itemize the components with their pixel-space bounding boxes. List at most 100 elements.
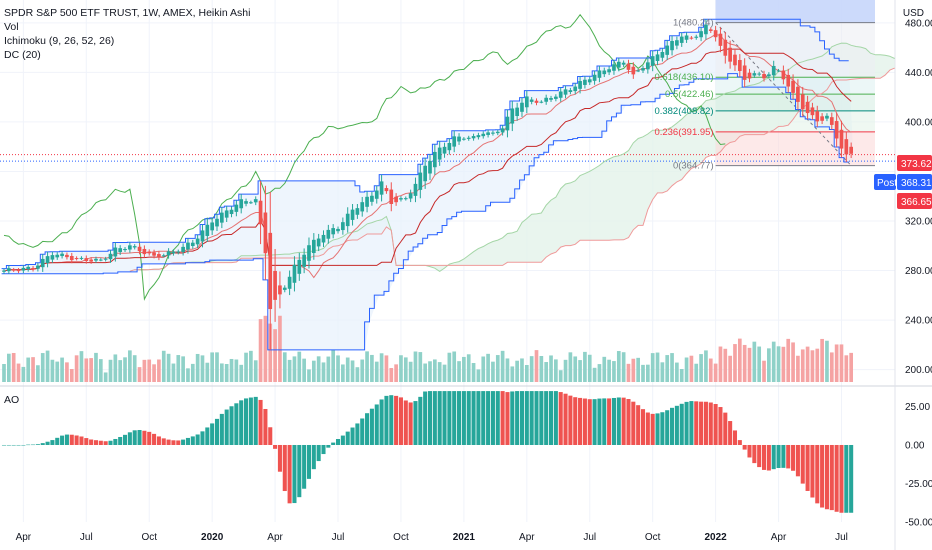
volume-bar bbox=[486, 353, 490, 382]
ao-bar bbox=[311, 444, 316, 470]
ao-bar bbox=[40, 443, 45, 445]
candle-body bbox=[713, 30, 718, 38]
candle-body bbox=[176, 251, 181, 253]
volume-bar bbox=[36, 365, 40, 382]
ao-bar bbox=[239, 400, 244, 445]
candle-body bbox=[74, 258, 79, 260]
low-price-badge: 366.65 bbox=[901, 197, 932, 208]
candle-body bbox=[607, 69, 611, 73]
volume-bar bbox=[50, 359, 55, 382]
currency-label: USD bbox=[902, 8, 924, 19]
volume-bar bbox=[423, 363, 427, 382]
ao-bar bbox=[268, 427, 273, 445]
candle-body bbox=[800, 94, 805, 110]
volume-bar bbox=[7, 353, 11, 382]
volume-bar bbox=[389, 368, 394, 382]
volume-bar bbox=[689, 355, 694, 382]
time-tick-label: 2022 bbox=[704, 532, 727, 543]
volume-bar bbox=[118, 360, 123, 382]
ao-bar bbox=[103, 441, 108, 445]
volume-bar bbox=[573, 356, 578, 382]
volume-bar bbox=[587, 354, 592, 382]
candle-body bbox=[316, 238, 321, 247]
ao-bar bbox=[684, 401, 689, 445]
candle-body bbox=[679, 36, 684, 43]
indicator-legend: SPDR S&P 500 ETF TRUST, 1W, AMEX, Heikin… bbox=[4, 6, 250, 62]
candle-body bbox=[825, 115, 829, 119]
candle-body bbox=[220, 212, 224, 223]
volume-bar bbox=[98, 359, 103, 382]
volume-bar bbox=[74, 355, 79, 382]
volume-bar bbox=[229, 358, 234, 382]
candle-body bbox=[350, 209, 355, 220]
candle-body bbox=[573, 86, 578, 92]
ao-bar bbox=[384, 395, 389, 445]
ao-bar bbox=[602, 398, 607, 445]
ao-bar bbox=[766, 444, 771, 471]
volume-bar bbox=[244, 352, 248, 382]
ao-bar bbox=[118, 436, 123, 445]
volume-bar bbox=[220, 363, 224, 382]
candle-body bbox=[365, 196, 369, 207]
ao-bar bbox=[137, 430, 142, 445]
volume-bar bbox=[568, 352, 573, 382]
axes: 200.00 240.00 280.00 320.00 400.00 440.00 480.… bbox=[16, 18, 932, 543]
volume-bar bbox=[481, 356, 486, 382]
candle-body bbox=[287, 276, 292, 289]
legend-vol[interactable]: Vol bbox=[4, 21, 19, 33]
candle-body bbox=[118, 248, 123, 253]
ao-bar bbox=[776, 444, 781, 469]
candle-body bbox=[646, 62, 650, 70]
candle-body bbox=[771, 65, 776, 76]
time-tick-label: Jul bbox=[332, 532, 345, 543]
volume-bar bbox=[728, 355, 732, 382]
ao-tick-label: -25.00 bbox=[905, 479, 932, 490]
ao-bar bbox=[171, 440, 176, 445]
ao-bar bbox=[427, 391, 433, 445]
ao-pane-title[interactable]: AO bbox=[4, 394, 20, 406]
ao-bar bbox=[6, 444, 11, 446]
low-price-badge-bg bbox=[897, 193, 932, 209]
volume-bar bbox=[771, 341, 776, 382]
ao-bar bbox=[394, 395, 399, 445]
volume-bar bbox=[592, 367, 597, 382]
legend-donchian[interactable]: DC (20) bbox=[4, 49, 41, 61]
candle-body bbox=[389, 189, 394, 204]
volume-bar bbox=[597, 364, 602, 382]
candle-body bbox=[374, 190, 379, 199]
volume-bar bbox=[16, 363, 21, 382]
ao-bar bbox=[689, 401, 694, 445]
candle-body bbox=[249, 202, 253, 204]
volume-bar bbox=[471, 363, 476, 382]
candle-body bbox=[302, 254, 306, 267]
candle-body bbox=[345, 213, 350, 227]
ao-bar bbox=[190, 436, 195, 445]
volume-bar bbox=[457, 361, 461, 382]
ao-tick-label: -50.00 bbox=[905, 518, 932, 529]
volume-bar bbox=[641, 364, 645, 382]
candle-body bbox=[733, 54, 737, 66]
candle-body bbox=[205, 224, 210, 236]
candle-body bbox=[181, 246, 185, 252]
candle-body bbox=[563, 89, 568, 95]
ao-bar bbox=[45, 441, 50, 445]
candle-body bbox=[723, 39, 728, 56]
ao-bar bbox=[156, 436, 161, 445]
candle-body bbox=[190, 242, 195, 247]
ao-bar bbox=[670, 407, 675, 445]
legend-ichimoku[interactable]: Ichimoku (9, 26, 52, 26) bbox=[4, 35, 115, 47]
ao-bar bbox=[418, 396, 423, 445]
last-price-badge-bg bbox=[897, 155, 932, 171]
symbol-title[interactable]: SPDR S&P 500 ETF TRUST, 1W, AMEX, Heikin… bbox=[4, 7, 251, 19]
candle-body bbox=[239, 199, 244, 209]
candle-body bbox=[520, 102, 524, 112]
ao-bar bbox=[340, 435, 345, 445]
volume-bar bbox=[844, 355, 849, 382]
ao-bar bbox=[679, 403, 684, 445]
ao-bar bbox=[35, 444, 40, 445]
volume-bar bbox=[365, 351, 369, 382]
ao-bar bbox=[481, 391, 486, 445]
volume-bar bbox=[699, 354, 703, 382]
volume-bar bbox=[268, 323, 273, 382]
